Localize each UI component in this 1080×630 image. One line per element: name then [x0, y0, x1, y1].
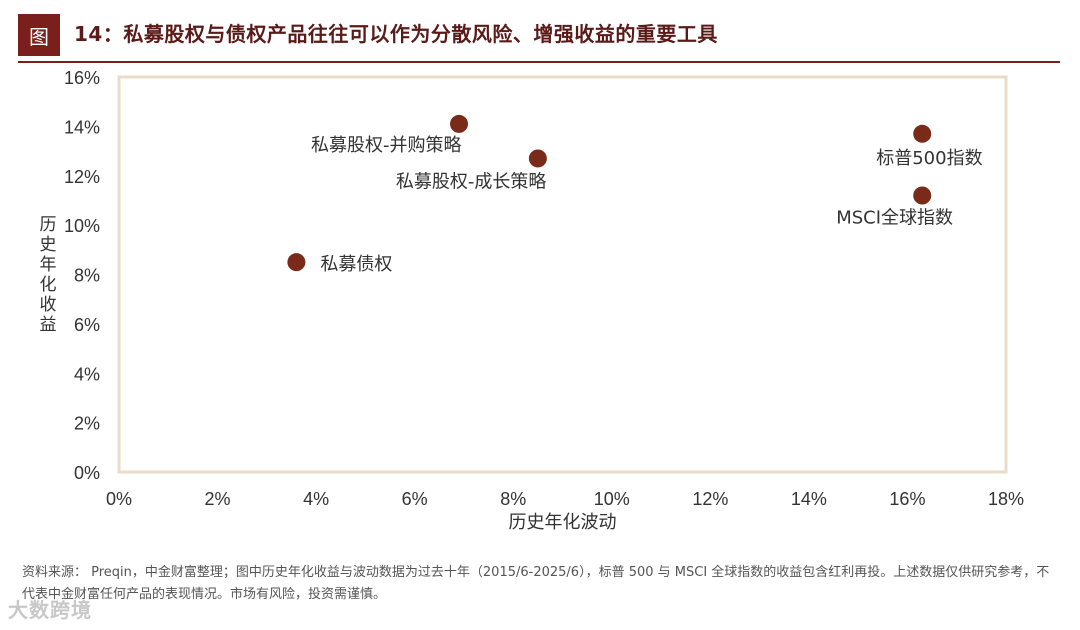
x-tick-label: 4% — [303, 489, 329, 509]
source-note: 资料来源： Preqin，中金财富整理；图中历史年化收益与波动数据为过去十年（2… — [22, 565, 1050, 602]
data-point — [913, 124, 932, 143]
x-tick-label: 16% — [889, 489, 925, 509]
data-point — [913, 186, 932, 205]
x-axis-ticks: 0% 2% 4% 6% 8% 10% 12% 14% 16% 18% — [106, 489, 1024, 509]
x-tick-label: 0% — [106, 489, 132, 509]
watermark-text: 大数跨境 — [8, 598, 92, 622]
figure-title: 14：私募股权与债权产品往往可以作为分散风险、增强收益的重要工具 — [74, 22, 718, 46]
y-tick-label: 6% — [74, 315, 100, 335]
figure-tag: 图 — [18, 14, 60, 56]
data-point — [287, 253, 306, 272]
y-tick-label: 4% — [74, 364, 100, 384]
x-tick-label: 6% — [402, 489, 428, 509]
y-tick-label: 16% — [64, 68, 100, 88]
figure-header: 图 14：私募股权与债权产品往往可以作为分散风险、增强收益的重要工具 — [18, 14, 1060, 63]
x-axis-label: 历史年化波动 — [509, 512, 617, 533]
y-tick-label: 8% — [74, 266, 100, 286]
data-point-label: 私募债权 — [320, 254, 392, 275]
x-tick-label: 8% — [500, 489, 526, 509]
x-tick-label: 18% — [988, 489, 1024, 509]
x-tick-label: 10% — [594, 489, 630, 509]
y-axis-ticks: 0% 2% 4% 6% 8% 10% 12% 14% 16% — [64, 68, 100, 483]
y-tick-label: 12% — [64, 167, 100, 187]
data-point-label: MSCI全球指数 — [836, 208, 953, 229]
data-point — [528, 149, 547, 168]
y-tick-label: 10% — [64, 216, 100, 236]
x-tick-label: 2% — [205, 489, 231, 509]
y-tick-label: 2% — [74, 414, 100, 434]
data-point-label: 标普500指数 — [876, 148, 982, 169]
data-point — [450, 114, 469, 133]
plot-frame — [117, 75, 1008, 474]
data-point-label: 私募股权-成长策略 — [396, 171, 546, 192]
y-tick-label: 14% — [64, 117, 100, 137]
x-tick-label: 14% — [791, 489, 827, 509]
data-point-label: 私募股权-并购策略 — [311, 135, 462, 156]
header-divider — [18, 61, 1060, 63]
y-axis-label: 历史年化收益 — [40, 215, 57, 335]
y-tick-label: 0% — [74, 463, 100, 483]
x-tick-label: 12% — [692, 489, 728, 509]
